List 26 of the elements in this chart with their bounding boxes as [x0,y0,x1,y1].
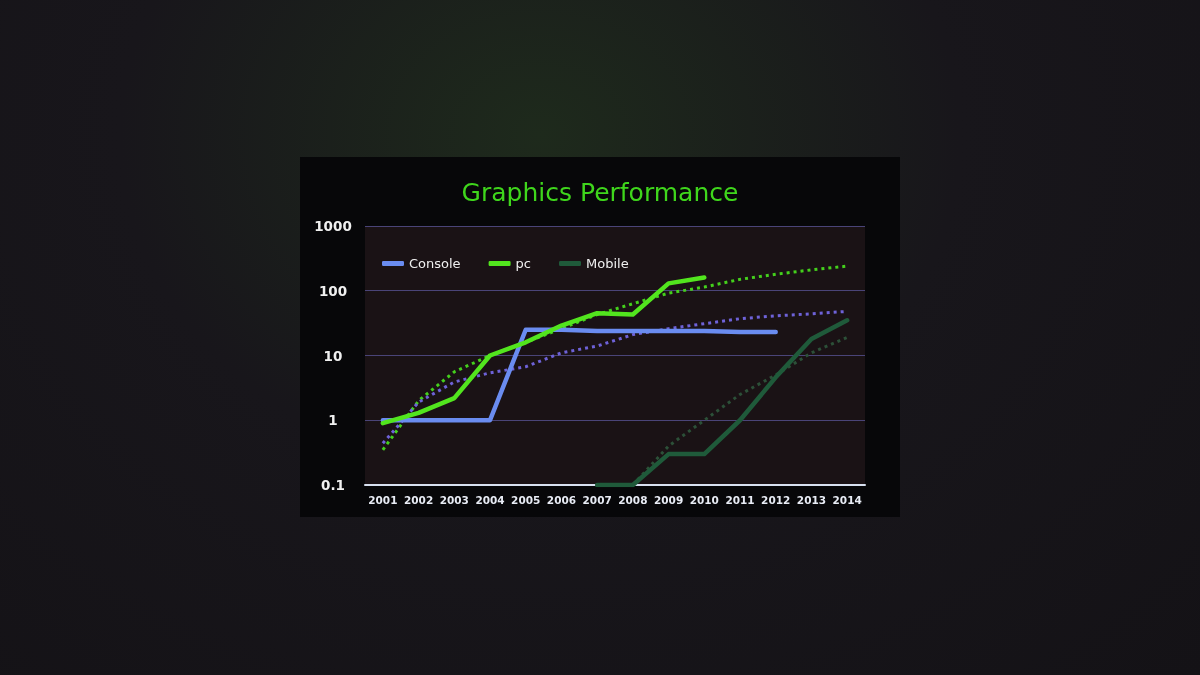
x-tick-label: 2006 [546,493,577,506]
x-tick-label: 2002 [403,493,434,506]
x-tick-label: 2007 [582,493,612,506]
line-series [594,318,850,488]
x-tick-label: 2013 [796,493,827,506]
y-tick-label: 10 [323,347,343,364]
legend-label: pc [515,256,532,271]
y-tick-label: 1 [328,412,338,429]
line-series [380,275,707,426]
line-series [380,327,778,423]
x-tick-label: 2009 [653,493,684,506]
x-tick-label: 2012 [761,493,791,506]
x-tick-label: 2008 [618,493,648,506]
x-tick-label: 2003 [439,493,469,506]
x-tick-label: 2005 [511,493,541,506]
legend-label: Mobile [586,256,629,271]
y-tick-label: 0.1 [321,477,345,493]
chart-title: Graphics Performance [461,178,739,207]
x-tick-label: 2004 [475,493,505,506]
x-tick-label: 2010 [689,493,719,506]
x-tick-label: 2011 [725,493,755,506]
legend-label: Console [409,256,461,271]
x-tick-label: 2014 [832,493,862,506]
y-tick-label: 100 [318,282,348,299]
y-tick-label: 1000 [314,218,352,234]
x-tick-label: 2001 [368,493,398,506]
